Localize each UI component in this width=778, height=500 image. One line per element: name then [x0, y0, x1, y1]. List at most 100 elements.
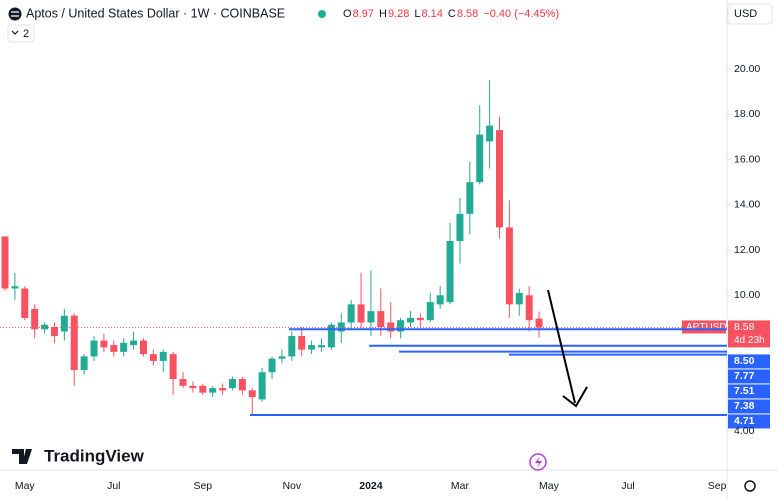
x-tick-label: May: [539, 480, 560, 492]
candle-body: [169, 354, 177, 380]
candle-body: [11, 286, 19, 289]
candle-body: [347, 304, 355, 323]
levels: APTUSD 8.58 4d 23h 8.50 7.77 7.51 7.38 4.71: [250, 320, 770, 429]
x-tick-label: 2024: [359, 480, 383, 492]
candle-body: [258, 372, 266, 400]
candle-body: [159, 351, 167, 361]
candle-body: [189, 385, 197, 389]
candle-body: [268, 358, 276, 373]
candle-body: [406, 317, 414, 323]
tradingview-logo[interactable]: TradingView: [12, 446, 145, 465]
candle-body: [436, 295, 444, 305]
logo-text: TradingView: [44, 446, 145, 465]
change: −0.40 (−4.45%): [483, 8, 559, 20]
currency-select[interactable]: [727, 3, 773, 25]
ohlc-key: H: [379, 8, 387, 20]
level-tag-value: 7.77: [734, 370, 755, 382]
candle-body: [60, 315, 68, 332]
ohlc-key: L: [414, 8, 420, 20]
candle-body: [426, 302, 434, 321]
candle-body: [228, 379, 236, 389]
candle-body: [1, 236, 9, 289]
y-tick-label: 20.00: [734, 63, 760, 75]
price-tag: [728, 320, 770, 348]
x-tick-label: Sep: [193, 480, 212, 492]
candle-body: [199, 385, 207, 393]
candle-body: [456, 213, 464, 241]
candle-body: [298, 336, 306, 350]
candle-body: [416, 317, 424, 321]
candle-body: [248, 390, 256, 398]
candle-body: [31, 308, 39, 330]
candle-body: [377, 311, 385, 327]
candle-body: [496, 130, 503, 228]
x-tick-label: Mar: [451, 480, 470, 492]
indicators-toggle[interactable]: [7, 24, 35, 43]
candle-body: [238, 379, 246, 391]
level-tag: [728, 369, 770, 384]
level-tag-value: 8.50: [734, 355, 755, 367]
candle-body: [466, 182, 474, 214]
level-tag-value: 7.51: [734, 385, 755, 397]
level-tag: [728, 384, 770, 399]
x-tick-label: Jul: [107, 480, 120, 492]
level-tag: [728, 414, 770, 429]
candles: [0, 80, 727, 416]
candle-body: [21, 288, 29, 318]
arrow-shaft: [547, 289, 576, 404]
y-tick-label: 16.00: [734, 153, 760, 165]
candle-body: [41, 324, 49, 330]
chevron: [11, 30, 19, 35]
candle-body: [288, 336, 296, 357]
candle-body: [535, 318, 543, 328]
candle-body: [120, 342, 128, 352]
flash-icon[interactable]: [529, 453, 547, 471]
y-tick-label: 4.00: [734, 425, 755, 437]
ohlc-value: 8.97: [353, 8, 374, 20]
candle-body: [357, 304, 365, 323]
candle-body: [327, 324, 335, 348]
settings-icon[interactable]: [744, 480, 756, 492]
y-tick-label: 14.00: [734, 199, 760, 211]
candle-body: [525, 295, 533, 321]
ohlc-value: 9.28: [388, 8, 409, 20]
candle-body: [130, 340, 138, 346]
level-tag-value: 4.71: [734, 415, 755, 427]
candle-body: [149, 354, 157, 361]
candle-body: [100, 340, 108, 348]
symbol-title: Aptos / United States Dollar · 1W · COIN…: [26, 6, 285, 20]
candle-body: [446, 240, 454, 303]
x-tick-label: Jul: [621, 480, 634, 492]
candle-body: [110, 345, 118, 352]
y-tick-label: 18.00: [734, 108, 760, 120]
price-tag-symbol-text: APTUSD: [686, 322, 727, 333]
ohlc-key: O: [343, 8, 352, 20]
y-tick-label: 12.00: [734, 244, 760, 256]
candle-body: [486, 125, 494, 142]
candle-body: [80, 356, 88, 370]
candle-body: [50, 326, 58, 337]
candle-body: [179, 379, 187, 386]
level-tag-value: 7.38: [734, 400, 755, 412]
currency-label[interactable]: USD: [734, 8, 757, 20]
ohlc-key: C: [448, 8, 456, 20]
indicators-count[interactable]: 2: [23, 28, 29, 40]
candle-body: [476, 134, 484, 183]
x-tick-label: Nov: [282, 480, 301, 492]
candle-body: [90, 340, 98, 357]
ohlc-value: 8.14: [421, 8, 442, 20]
logo-mark: [12, 449, 32, 464]
x-tick-label: Sep: [708, 480, 727, 492]
header: Aptos / United States Dollar · 1W · COIN…: [7, 3, 773, 43]
symbol-icon-mark: [11, 11, 19, 17]
market-status[interactable]: [318, 10, 326, 18]
candle-body: [397, 320, 405, 332]
candle-body: [317, 345, 325, 348]
countdown: 4d 23h: [734, 335, 765, 346]
level-tag: [728, 354, 770, 369]
symbol-icon: [8, 7, 22, 21]
candle-body: [367, 311, 375, 323]
